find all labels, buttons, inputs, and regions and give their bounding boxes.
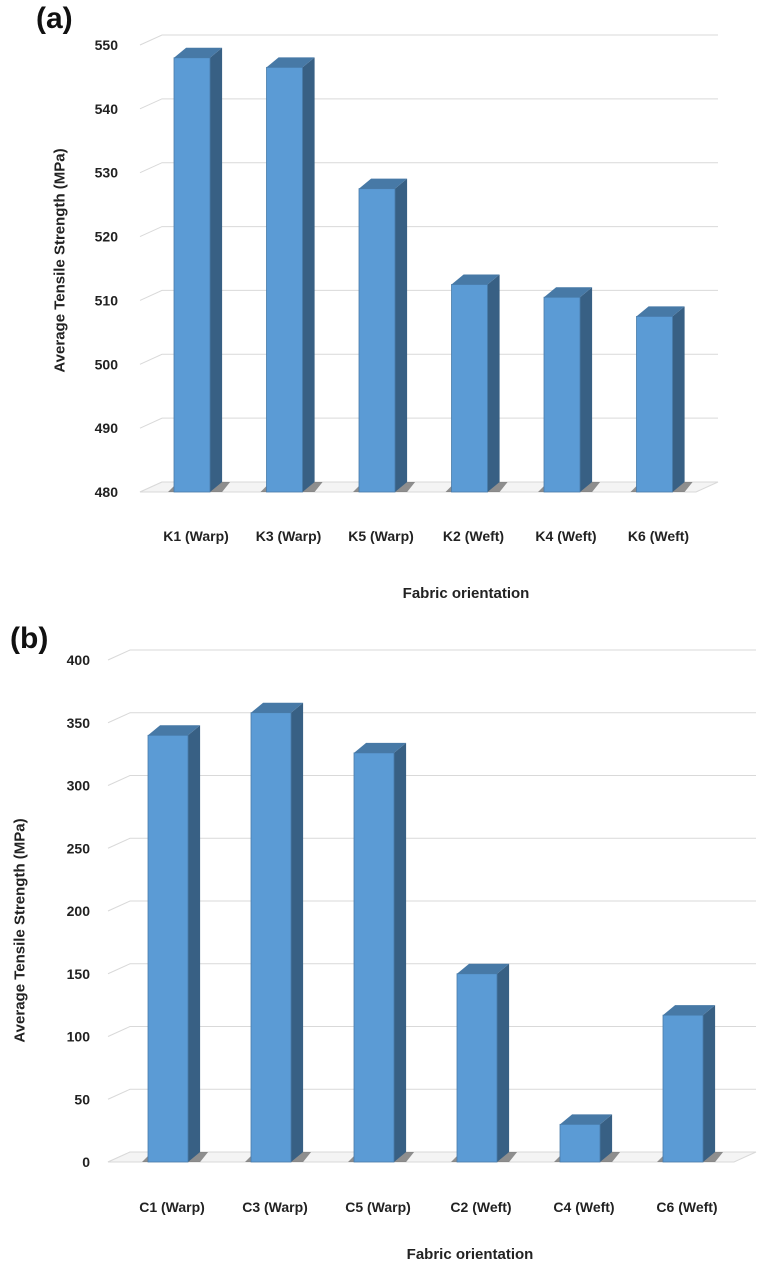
x-tick-label: K5 (Warp)	[348, 528, 414, 544]
x-tick-label: C4 (Weft)	[553, 1199, 614, 1215]
gridline	[107, 775, 756, 786]
y-tick-label: 520	[95, 229, 119, 245]
y-tick-label: 400	[67, 652, 91, 668]
bar	[353, 178, 416, 493]
gridline	[139, 226, 718, 238]
bar	[538, 287, 601, 493]
y-tick-label: 250	[67, 840, 91, 856]
x-tick-label: K1 (Warp)	[163, 528, 229, 544]
y-tick-label: 480	[95, 484, 119, 500]
y-tick-label: 50	[74, 1091, 90, 1107]
gridline	[139, 289, 718, 301]
gridline	[139, 417, 718, 429]
y-tick-label: 100	[67, 1029, 91, 1045]
x-axis-title-a: Fabric orientation	[402, 585, 530, 602]
x-tick-label: C2 (Weft)	[450, 1199, 511, 1215]
y-tick-label: 350	[67, 715, 91, 731]
panel-label-a: (a)	[36, 2, 73, 35]
bar	[245, 702, 312, 1163]
y-tick-label: 550	[95, 37, 119, 53]
gridline	[107, 712, 756, 724]
x-tick-label: K6 (Weft)	[628, 528, 689, 544]
gridline	[139, 34, 718, 46]
gridline	[107, 649, 756, 661]
y-tick-label: 540	[95, 101, 119, 117]
gridline	[107, 1088, 756, 1100]
panel-label-b: (b)	[10, 622, 49, 655]
x-tick-label: C3 (Warp)	[242, 1199, 308, 1215]
chart-panel-a: (a) Average Tensile Strength (MPa) Fabri…	[0, 0, 767, 620]
x-tick-label: K2 (Weft)	[443, 528, 504, 544]
y-tick-label: 490	[95, 420, 119, 436]
y-tick-label: 200	[67, 903, 91, 919]
y-tick-label: 300	[67, 778, 91, 794]
x-tick-label: K3 (Warp)	[256, 528, 322, 544]
gridline	[139, 162, 718, 174]
gridline	[139, 353, 718, 365]
y-tick-label: 500	[95, 356, 119, 372]
bar	[142, 725, 209, 1163]
bar	[445, 274, 508, 493]
gridline	[139, 98, 718, 110]
x-tick-label: C1 (Warp)	[139, 1199, 205, 1215]
y-tick-label: 0	[82, 1154, 90, 1170]
gridline	[107, 837, 756, 849]
x-tick-label: K4 (Weft)	[535, 528, 596, 544]
x-tick-label: C5 (Warp)	[345, 1199, 411, 1215]
bar	[554, 1114, 621, 1163]
bar	[657, 1005, 724, 1163]
bar	[260, 57, 323, 493]
x-tick-label: C6 (Weft)	[656, 1199, 717, 1215]
bar	[348, 742, 415, 1163]
bar	[630, 306, 693, 493]
gridline	[107, 900, 756, 912]
bar-chart-b: 0 50 100 150 200 250 300 350 400 C1 (Warp) C3 (War…	[67, 649, 757, 1215]
y-tick-label: 530	[95, 165, 119, 181]
x-axis-title-b: Fabric orientation	[406, 1246, 534, 1263]
gridline	[107, 963, 756, 975]
y-tick-label: 150	[67, 966, 91, 982]
bar	[168, 47, 231, 493]
y-tick-label: 510	[95, 292, 119, 308]
bar	[451, 963, 518, 1163]
chart-panel-b: (b) Average Tensile Strength (MPa) Fabri…	[0, 620, 767, 1273]
bar-chart-a: 480 490 500 510 520 530 540 550 K1 (Warp) K3 (War…	[95, 34, 719, 544]
gridline	[107, 1026, 756, 1037]
